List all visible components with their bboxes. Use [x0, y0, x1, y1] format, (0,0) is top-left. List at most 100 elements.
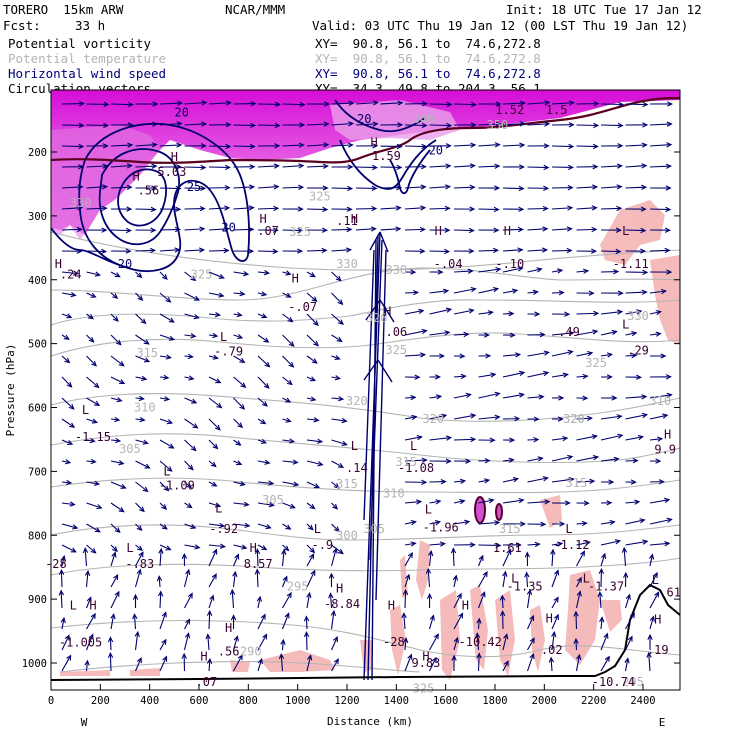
vector-arrowhead	[573, 610, 579, 617]
vector-arrowhead	[141, 375, 148, 381]
vector-arrowhead	[218, 273, 225, 279]
theta-label: 330	[627, 309, 649, 323]
vector-arrow	[380, 207, 401, 210]
wind-label: 20	[118, 257, 132, 271]
vector-arrowhead	[517, 247, 524, 253]
vector-arrow	[257, 207, 279, 210]
vector-arrow	[159, 523, 168, 530]
vector-arrowhead	[484, 458, 491, 464]
vector-arrowhead	[324, 101, 331, 107]
vector-arrowhead	[568, 330, 575, 336]
vector-arrowhead	[542, 476, 549, 482]
vector-arrow	[61, 292, 76, 296]
vector-arrowhead	[551, 631, 557, 638]
high-marker: H	[292, 271, 299, 285]
vector-arrowhead	[636, 309, 643, 315]
vector-arrow	[110, 614, 115, 630]
vector-arrow	[208, 228, 229, 231]
vector-arrowhead	[244, 522, 251, 529]
vector-arrow	[306, 439, 323, 443]
high-marker: H	[171, 150, 178, 164]
vector-arrow	[404, 542, 416, 546]
vector-arrowhead	[410, 394, 417, 401]
vector-arrowhead	[654, 591, 660, 598]
vector-arrowhead	[534, 541, 541, 548]
vector-arrow	[86, 613, 96, 630]
vector-arrowhead	[347, 185, 354, 192]
vector-arrow	[527, 543, 540, 546]
vector-arrow	[404, 145, 427, 148]
vector-arrowhead	[616, 205, 623, 212]
vector-arrow	[135, 376, 147, 380]
vector-arrowhead	[166, 466, 173, 472]
x-tick-label: 1200	[334, 695, 359, 707]
high-marker: H	[200, 650, 207, 664]
low-marker: L	[220, 330, 227, 344]
theta-label: 325	[289, 225, 311, 239]
vector-arrow	[135, 143, 157, 147]
extremum-value: -.9	[311, 538, 333, 552]
vector-arrowhead	[611, 329, 618, 336]
vector-arrowhead	[274, 143, 281, 149]
vector-arrowhead	[543, 164, 550, 171]
vector-arrow	[208, 523, 224, 527]
vector-arrowhead	[420, 164, 427, 170]
vector-arrow	[86, 165, 108, 168]
vector-arrow	[61, 556, 65, 567]
vector-arrowhead	[372, 121, 379, 127]
vector-arrow	[502, 144, 525, 147]
vertical-wind-feature	[363, 231, 395, 681]
vector-arrowhead	[470, 286, 477, 293]
vector-arrowhead	[114, 590, 120, 597]
vector-arrow	[428, 615, 435, 630]
vector-arrowhead	[543, 143, 550, 149]
vector-arrow	[404, 574, 410, 588]
vector-arrowhead	[210, 461, 217, 468]
vector-arrowhead	[514, 352, 522, 358]
end-label-west: W	[81, 716, 88, 729]
vector-arrow	[257, 481, 274, 485]
vector-arrowhead	[437, 269, 444, 275]
vector-arrow	[330, 548, 337, 567]
vector-arrowhead	[142, 486, 149, 493]
vector-arrow	[61, 439, 73, 445]
vector-arrow	[649, 572, 658, 588]
pv-blob-1	[474, 496, 486, 524]
vector-arrowhead	[341, 440, 348, 446]
vector-arrow	[282, 460, 298, 464]
vector-arrowhead	[445, 458, 452, 464]
extremum-value: .07	[196, 675, 218, 689]
vector-arrow	[233, 228, 254, 231]
vector-arrow	[331, 397, 343, 400]
vector-arrow	[331, 187, 352, 190]
vector-arrowhead	[519, 521, 526, 527]
vector-arrowhead	[568, 122, 575, 128]
vector-arrowhead	[309, 553, 315, 560]
vector-arrow	[61, 355, 70, 363]
vector-arrowhead	[648, 553, 655, 560]
vector-arrowhead	[114, 527, 121, 534]
vector-arrow	[625, 636, 633, 651]
vector-arrowhead	[468, 308, 475, 314]
vector-arrowhead	[533, 416, 540, 422]
pv-shading-pink	[60, 200, 680, 680]
extremum-value: -28	[383, 635, 405, 649]
vector-arrow	[453, 144, 476, 147]
vector-arrowhead	[402, 588, 409, 595]
vector-arrow	[159, 249, 180, 252]
vector-arrowhead	[211, 573, 217, 580]
vector-arrow	[109, 653, 112, 672]
vector-arrowhead	[662, 413, 669, 419]
vector-arrow	[502, 371, 525, 378]
vector-arrowhead	[665, 374, 672, 380]
vector-arrow	[158, 576, 161, 588]
vector-arrow	[429, 633, 439, 651]
vector-arrowhead	[209, 594, 215, 601]
vector-arrowhead	[440, 479, 447, 485]
vector-arrowhead	[536, 267, 543, 273]
vector-arrow	[208, 102, 231, 105]
vector-arrowhead	[544, 499, 551, 505]
y-tick-label: 500	[28, 339, 47, 351]
vector-arrow	[110, 574, 119, 588]
vector-arrow	[502, 571, 507, 588]
